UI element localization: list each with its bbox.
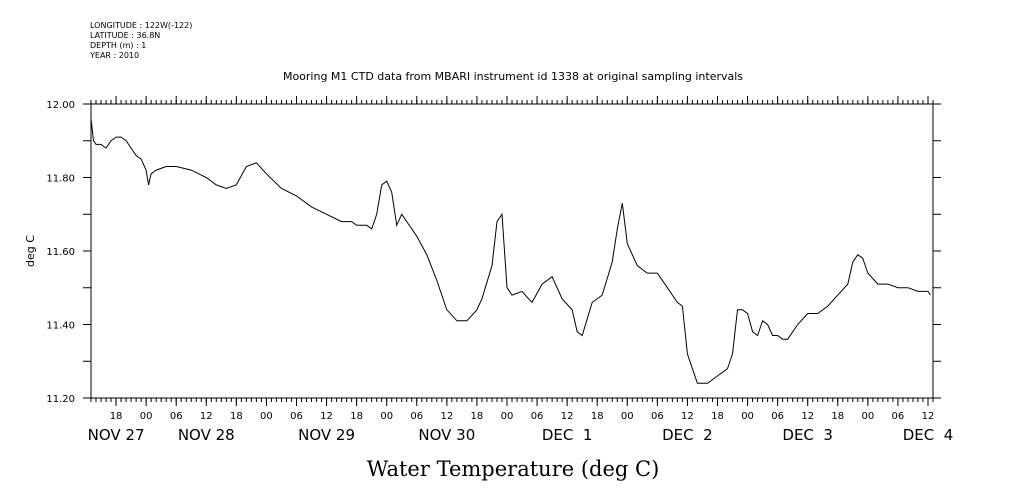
x-hour-tick-label: 06: [651, 411, 664, 422]
x-hour-tick-label: 12: [440, 411, 453, 422]
x-hour-tick-label: 06: [892, 411, 905, 422]
x-hour-tick-label: 12: [681, 411, 694, 422]
x-hour-tick-label: 00: [501, 411, 514, 422]
temperature-series-line: [90, 118, 931, 384]
x-day-label: NOV 27: [88, 426, 145, 444]
x-hour-tick-label: 18: [591, 411, 604, 422]
x-hour-tick-label: 00: [380, 411, 393, 422]
x-hour-tick-label: 18: [110, 411, 123, 422]
y-tick-label: 11.40: [46, 321, 75, 332]
x-hour-tick-label: 06: [531, 411, 544, 422]
plot-frame: [90, 103, 934, 399]
x-hour-tick-label: 06: [771, 411, 784, 422]
x-hour-tick-label: 18: [471, 411, 484, 422]
x-hour-tick-label: 06: [290, 411, 303, 422]
x-day-label: DEC 3: [782, 426, 833, 444]
x-hour-tick-label: 12: [922, 411, 935, 422]
series-layer: [90, 118, 931, 384]
x-hour-tick-label: 00: [861, 411, 874, 422]
x-hour-tick-label: 18: [831, 411, 844, 422]
x-hour-tick-label: 12: [801, 411, 814, 422]
y-tick-label: 11.80: [46, 174, 75, 185]
x-hour-tick-label: 18: [711, 411, 724, 422]
x-day-label: NOV 28: [178, 426, 235, 444]
x-axis-label: Water Temperature (deg C): [367, 457, 660, 481]
x-hour-tick-label: 12: [320, 411, 333, 422]
x-day-label: NOV 30: [418, 426, 475, 444]
x-day-label: NOV 29: [298, 426, 355, 444]
y-axis-label: deg C: [24, 235, 37, 267]
x-hour-tick-label: 00: [621, 411, 634, 422]
x-day-label: DEC 2: [662, 426, 713, 444]
x-day-label: DEC 4: [903, 426, 954, 444]
x-hour-tick-label: 06: [410, 411, 423, 422]
x-hour-tick-label: 00: [260, 411, 273, 422]
longitude-label: LONGITUDE : 122W(-122): [90, 21, 193, 30]
x-hour-tick-label: 12: [561, 411, 574, 422]
year-label: YEAR : 2010: [90, 51, 140, 60]
x-hour-tick-label: 00: [741, 411, 754, 422]
y-tick-label: 12.00: [46, 100, 75, 111]
y-tick-label: 11.20: [46, 394, 75, 405]
axis-ticks: [83, 96, 941, 406]
x-day-label: DEC 1: [542, 426, 593, 444]
tick-labels: 18 00 06 12 18 00 06 12 18 00 06 12 18 00 06 12 18 00 06 12…: [46, 100, 953, 444]
chart-title: Mooring M1 CTD data from MBARI instrumen…: [283, 70, 743, 83]
y-tick-label: 11.60: [46, 247, 75, 258]
x-hour-tick-label: 06: [170, 411, 183, 422]
depth-label: DEPTH (m) : 1: [90, 41, 147, 50]
latitude-label: LATITUDE : 36.8N: [90, 31, 161, 40]
x-hour-tick-label: 12: [200, 411, 213, 422]
metadata-block: LONGITUDE : 122W(-122) LATITUDE : 36.8N …: [90, 21, 192, 61]
x-hour-tick-label: 00: [140, 411, 153, 422]
x-hour-tick-label: 18: [230, 411, 243, 422]
x-hour-tick-label: 18: [350, 411, 363, 422]
